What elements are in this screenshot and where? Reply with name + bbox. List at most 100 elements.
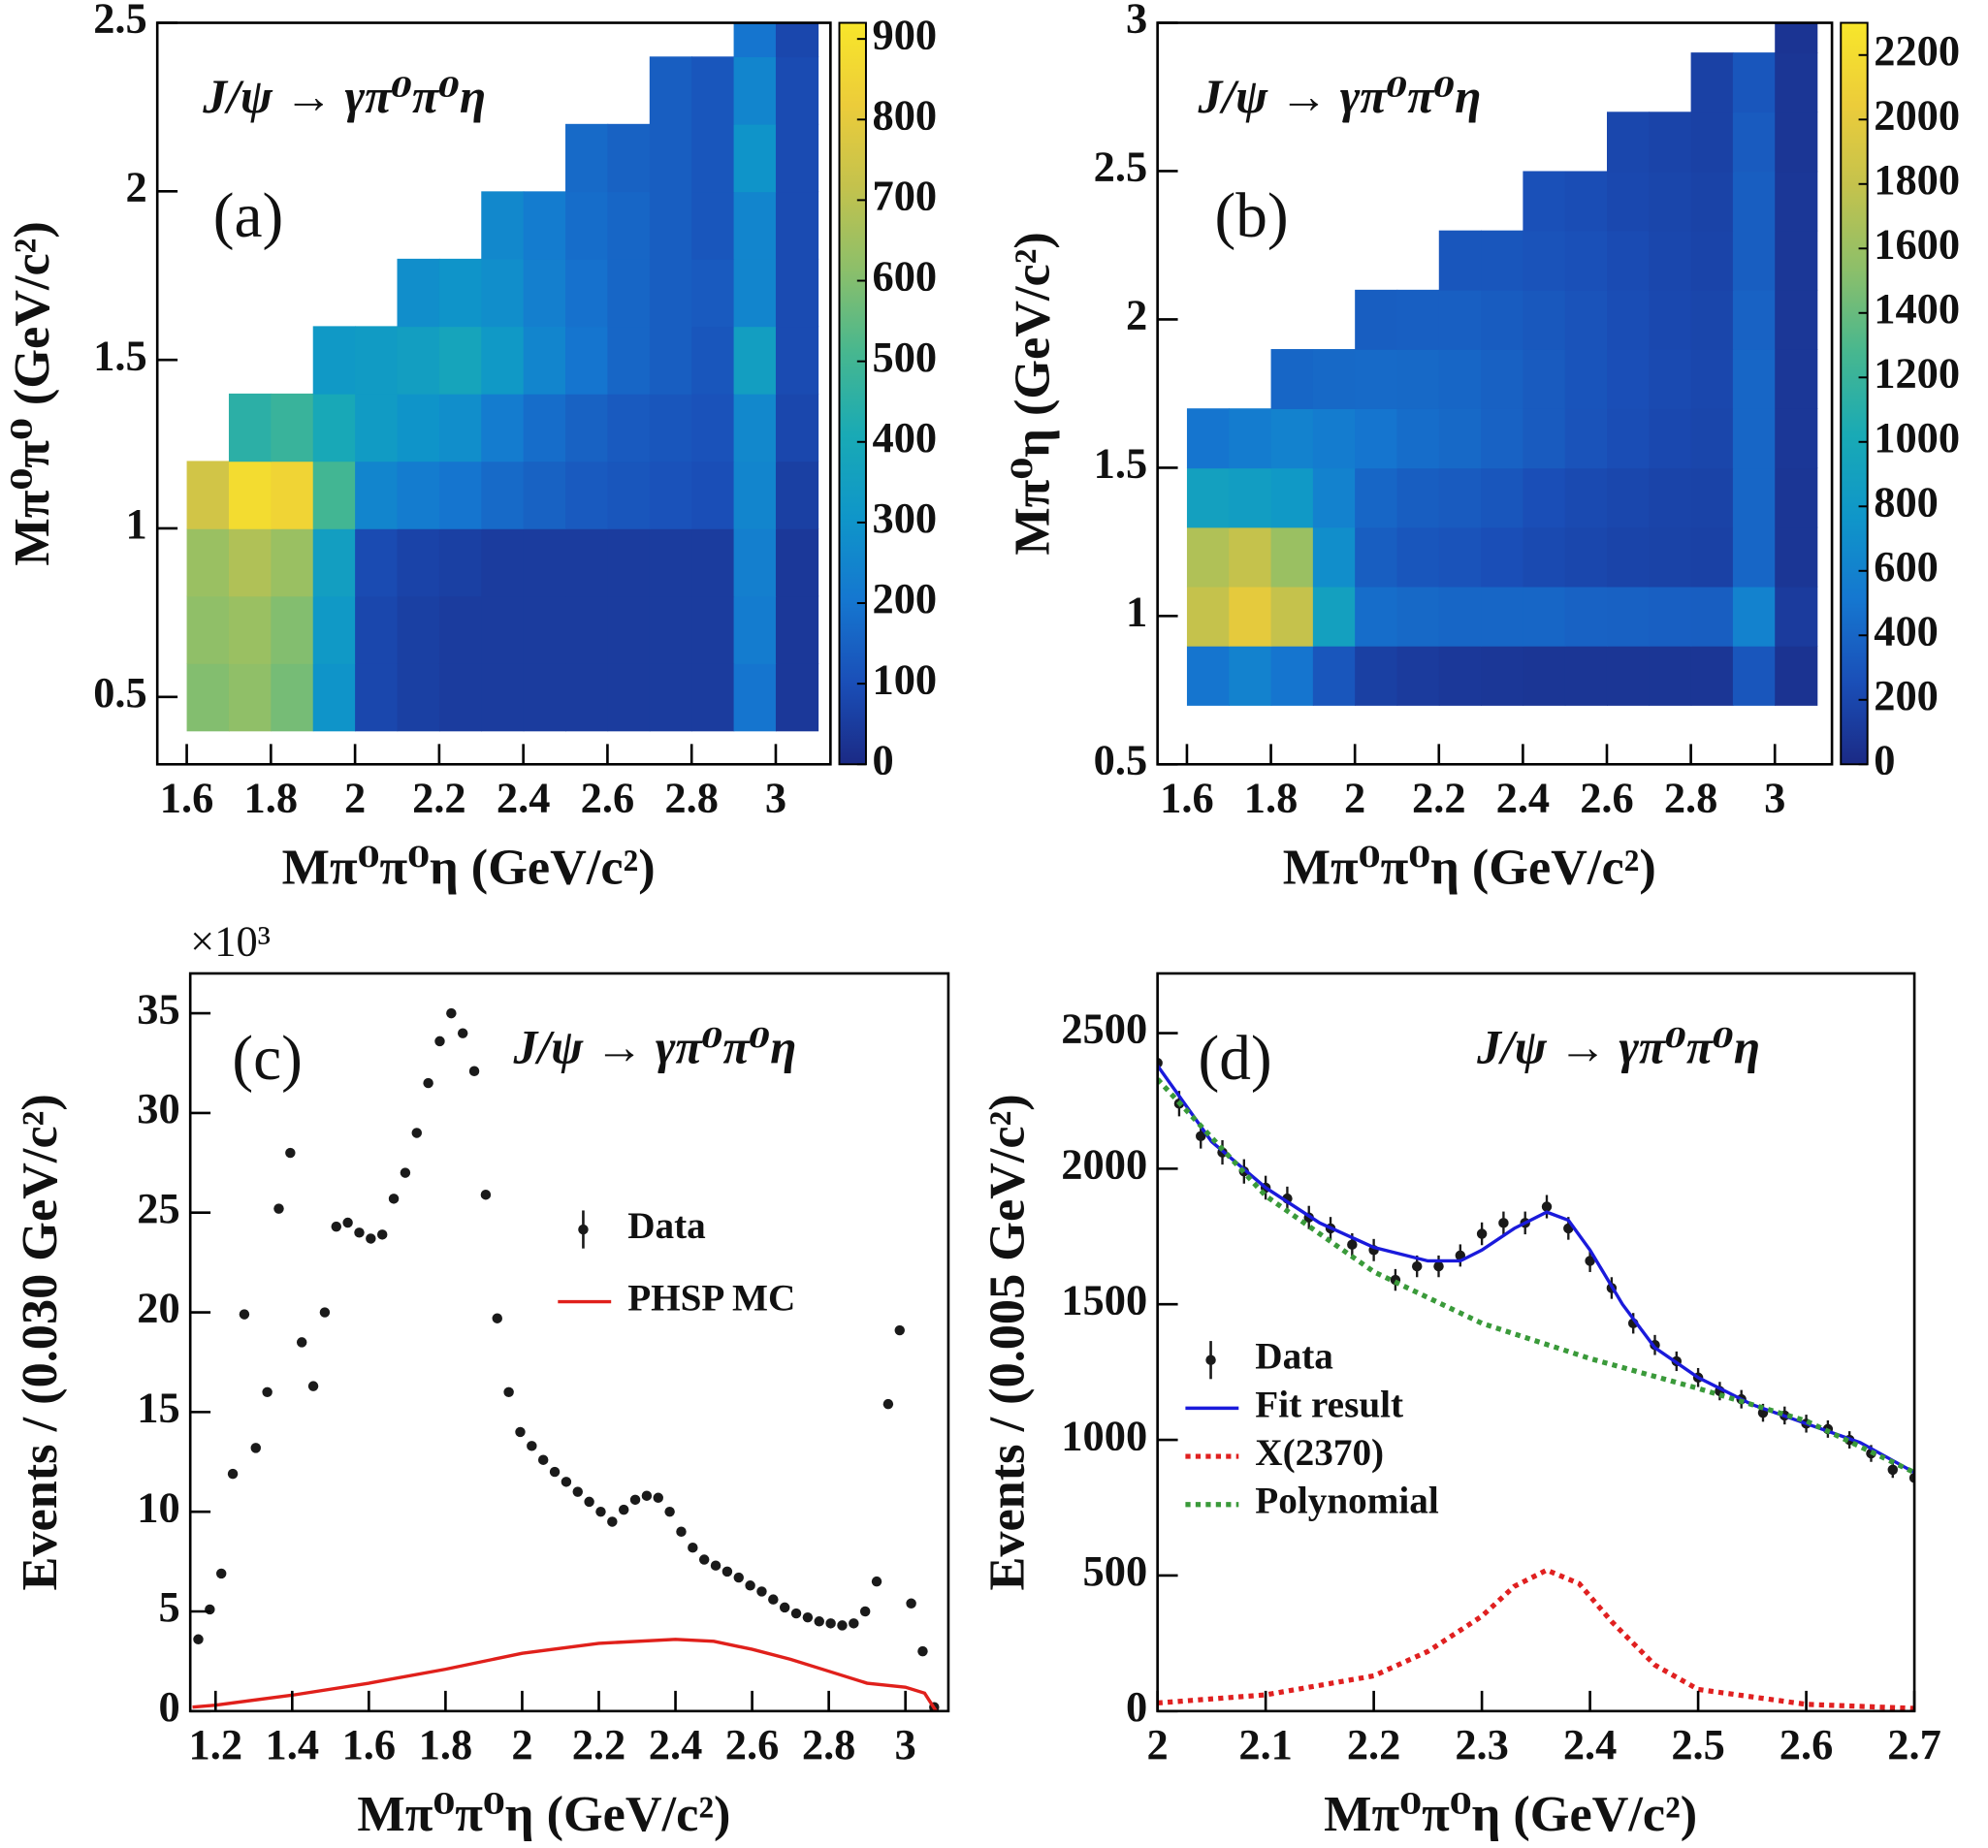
colorbar-tick-label: 1400 bbox=[1874, 284, 1960, 333]
data-point bbox=[285, 1147, 296, 1159]
heatmap-cell bbox=[1690, 230, 1734, 291]
heatmap-cell bbox=[1732, 645, 1776, 706]
heatmap-cell bbox=[649, 326, 692, 395]
data-point bbox=[1498, 1218, 1509, 1228]
colorbar-tick-label: 2200 bbox=[1874, 26, 1960, 75]
y-tick-label: 1 bbox=[1126, 588, 1147, 636]
panel-label: (d) bbox=[1198, 1024, 1271, 1094]
heatmap-cell bbox=[1523, 645, 1566, 706]
x-tick-label: 2.4 bbox=[649, 1720, 703, 1768]
data-point bbox=[584, 1496, 594, 1508]
heatmap-cell bbox=[733, 662, 777, 732]
heatmap-cell bbox=[649, 191, 692, 260]
series-line bbox=[1157, 1567, 1915, 1711]
heatmap-cell bbox=[523, 461, 566, 529]
heatmap-cell bbox=[1312, 467, 1356, 528]
x-tick-label: 3 bbox=[895, 1720, 916, 1768]
heatmap-cell bbox=[733, 461, 777, 529]
y-tick-label: 1.5 bbox=[93, 331, 147, 379]
colorbar-tick-label: 600 bbox=[1874, 542, 1939, 590]
heatmap-cell bbox=[1732, 230, 1776, 291]
heatmap-cell bbox=[1355, 408, 1398, 469]
heatmap-cell bbox=[1732, 586, 1776, 647]
heatmap-cell bbox=[397, 326, 440, 395]
heatmap-cell bbox=[438, 662, 483, 732]
heatmap-cell bbox=[733, 123, 777, 193]
axes-frame bbox=[155, 21, 832, 766]
annotation: J/ψ → γπ⁰π⁰η bbox=[1476, 1020, 1760, 1073]
data-point bbox=[227, 1468, 239, 1480]
heatmap-cell bbox=[438, 595, 483, 664]
axes-frame bbox=[1156, 21, 1834, 766]
heatmap-cell bbox=[1186, 526, 1231, 588]
heatmap-cell bbox=[1690, 349, 1734, 409]
data-point bbox=[1476, 1228, 1488, 1239]
heatmap-cell bbox=[565, 527, 609, 597]
heatmap-cell bbox=[1606, 645, 1651, 706]
heatmap-cell bbox=[1775, 171, 1818, 232]
heatmap-cell bbox=[565, 123, 609, 193]
heatmap-cell bbox=[1481, 349, 1524, 409]
heatmap-cell bbox=[481, 393, 525, 462]
heatmap-cell bbox=[1606, 171, 1651, 232]
heatmap-cell bbox=[1396, 349, 1440, 409]
heatmap-cell bbox=[565, 662, 609, 732]
heatmap-cell bbox=[1523, 230, 1566, 291]
colorbar-tick-label: 600 bbox=[873, 252, 938, 301]
heatmap-cell bbox=[607, 191, 651, 260]
heatmap-cell bbox=[228, 461, 273, 529]
heatmap-cell bbox=[1564, 408, 1608, 469]
data-point bbox=[434, 1036, 445, 1047]
heatmap-cell bbox=[649, 527, 692, 597]
data-point bbox=[549, 1466, 561, 1478]
heatmap-cell bbox=[1732, 112, 1776, 173]
data-point bbox=[366, 1233, 376, 1244]
heatmap-cell bbox=[691, 123, 735, 193]
heatmap-cell bbox=[523, 191, 566, 260]
heatmap-cell bbox=[1649, 349, 1692, 409]
colorbar-tick-label: 400 bbox=[873, 413, 938, 462]
y-multiplier: ×10³ bbox=[190, 916, 271, 965]
heatmap-cell bbox=[1690, 112, 1734, 173]
y-tick-label: 35 bbox=[137, 984, 179, 1033]
colorbar-tick-label: 100 bbox=[873, 654, 938, 703]
colorbar-tick-label: 700 bbox=[873, 172, 938, 220]
colorbar-tick-label: 0 bbox=[1874, 735, 1895, 783]
heatmap-cell bbox=[1396, 526, 1440, 588]
heatmap-cell bbox=[691, 461, 735, 529]
colorbar-tick-label: 1800 bbox=[1874, 155, 1960, 204]
heatmap-cell bbox=[1523, 171, 1566, 232]
heatmap-cell bbox=[1732, 408, 1776, 469]
heatmap-cell bbox=[1775, 289, 1818, 350]
heatmap-cell bbox=[1355, 467, 1398, 528]
y-tick-label: 0.5 bbox=[1094, 735, 1148, 783]
heatmap-cell bbox=[691, 527, 735, 597]
data-point bbox=[917, 1645, 928, 1657]
heatmap-cell bbox=[1312, 526, 1356, 588]
x-tick-label: 2.8 bbox=[802, 1720, 856, 1768]
heatmap-cell bbox=[397, 595, 440, 664]
heatmap-cell bbox=[649, 258, 692, 328]
data-point bbox=[664, 1506, 675, 1517]
heatmap-cell bbox=[312, 326, 356, 395]
heatmap-cell bbox=[1564, 645, 1608, 706]
x-tick-label: 2.6 bbox=[1780, 1720, 1834, 1768]
colorbar bbox=[1840, 21, 1869, 766]
heatmap-cell bbox=[1775, 52, 1818, 113]
heatmap-cell bbox=[1564, 526, 1608, 588]
heatmap-cell bbox=[1690, 52, 1734, 113]
data-point bbox=[882, 1398, 894, 1410]
heatmap-cell bbox=[691, 56, 735, 125]
series-line bbox=[192, 1638, 938, 1711]
data-point bbox=[710, 1560, 721, 1571]
y-tick-label: 25 bbox=[137, 1184, 179, 1232]
heatmap-cell bbox=[228, 393, 273, 462]
colorbar-tick-label: 1600 bbox=[1874, 219, 1960, 268]
data-point bbox=[561, 1477, 572, 1487]
x-tick-label: 2 bbox=[344, 774, 366, 822]
x-tick-label: 1.2 bbox=[189, 1720, 243, 1768]
heatmap-cell bbox=[649, 595, 692, 664]
heatmap-cell bbox=[565, 595, 609, 664]
data-point bbox=[262, 1386, 273, 1398]
heatmap-cell bbox=[1481, 289, 1524, 350]
